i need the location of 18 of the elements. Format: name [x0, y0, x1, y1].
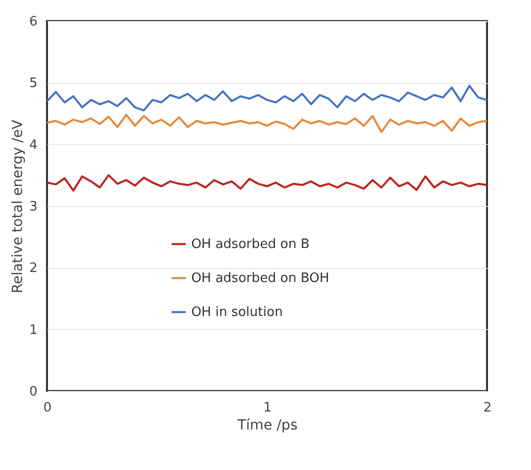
y-tick-label: 1: [29, 322, 38, 338]
x-tick-label: 0: [43, 400, 52, 416]
y-tick-label: 0: [29, 384, 38, 400]
x-axis-title: Tíme /ps: [236, 418, 298, 434]
legend-label: OH adsorbed on BOH: [191, 271, 330, 286]
legend-label: OH adsorbed on B: [191, 237, 310, 252]
line-series: [46, 174, 488, 192]
legend-label: OH in solution: [191, 305, 283, 320]
x-tick-label: 2: [483, 400, 492, 416]
line-series: [46, 114, 488, 133]
y-tick-label: 2: [29, 261, 38, 276]
x-tick-label: 1: [263, 400, 272, 416]
y-tick-label: 6: [29, 14, 38, 30]
line-series: [46, 84, 488, 112]
y-tick-label: 5: [29, 76, 38, 92]
y-tick-label: 3: [29, 200, 38, 214]
y-axis-title: Relative total energy /eV: [10, 119, 26, 294]
y-tick-label: 4: [29, 138, 38, 153]
